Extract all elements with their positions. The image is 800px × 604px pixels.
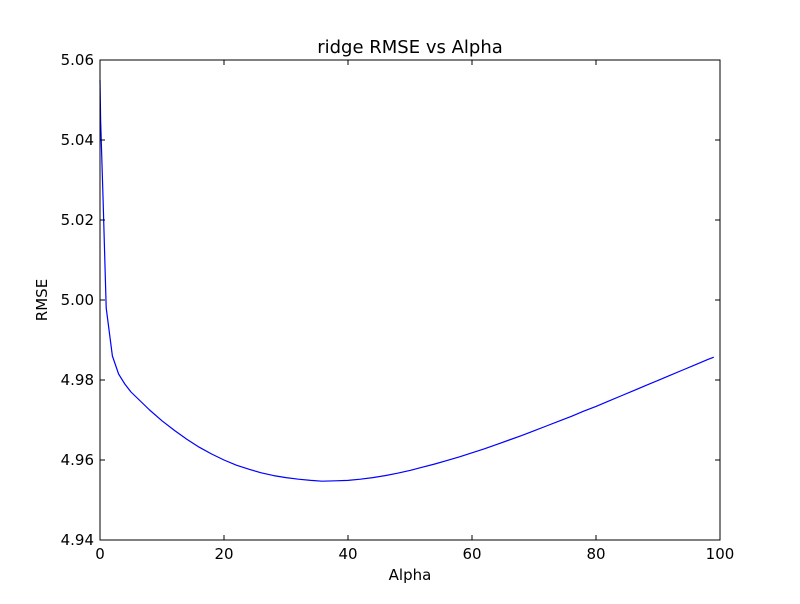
chart-title: ridge RMSE vs Alpha (317, 37, 503, 58)
x-axis: 0 20 40 60 80 100 (95, 60, 734, 563)
y-axis-label: RMSE (33, 279, 51, 321)
y-tick-label: 4.94 (61, 531, 94, 549)
series-line-0 (99, 79, 715, 482)
y-tick-label: 4.98 (61, 371, 94, 389)
y-tick-label: 5.02 (61, 211, 94, 229)
y-tick-label: 5.04 (61, 131, 94, 149)
x-tick-label: 40 (338, 545, 357, 563)
y-tick-label: 5.00 (61, 291, 94, 309)
plot-area (99, 79, 715, 482)
axes-frame (99, 59, 721, 541)
x-tick-label: 0 (95, 545, 105, 563)
x-axis-label: Alpha (389, 566, 432, 584)
x-tick-label: 20 (214, 545, 233, 563)
x-tick-label: 80 (586, 545, 605, 563)
y-axis: 4.94 4.96 4.98 5.00 5.02 5.04 5.06 (61, 51, 720, 549)
x-tick-label: 100 (706, 545, 735, 563)
x-tick-label: 60 (462, 545, 481, 563)
y-tick-label: 4.96 (61, 451, 94, 469)
y-tick-label: 5.06 (61, 51, 94, 69)
